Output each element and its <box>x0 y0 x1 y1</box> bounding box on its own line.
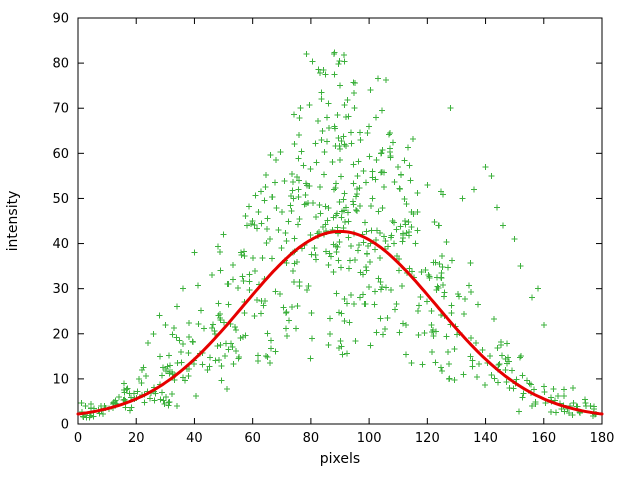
fit-line <box>76 229 604 416</box>
x-tick-label: 60 <box>244 431 261 446</box>
x-tick-label: 100 <box>357 431 382 446</box>
x-tick-label: 0 <box>74 431 82 446</box>
x-tick-label: 20 <box>128 431 145 446</box>
y-tick-label: 70 <box>52 102 69 117</box>
y-tick-label: 30 <box>52 282 69 297</box>
y-tick-label: 50 <box>52 192 69 207</box>
y-tick-label: 80 <box>52 57 69 72</box>
x-tick-label: 120 <box>415 431 440 446</box>
x-axis-label: pixels <box>320 451 360 467</box>
y-tick-label: 0 <box>61 418 69 433</box>
x-tick-label: 140 <box>473 431 498 446</box>
plot-border <box>77 17 603 425</box>
y-tick-label: 90 <box>52 12 69 27</box>
x-tick-label: 160 <box>531 431 556 446</box>
x-tick-label: 180 <box>590 431 615 446</box>
y-tick-label: 20 <box>52 327 69 342</box>
scatter-points <box>78 49 599 421</box>
axes-layer: 0 20 40 60 80 100 120 140 160 180 0 10 20 30 40 50 60 70 8… <box>52 12 614 447</box>
x-tick-label: 40 <box>186 431 203 446</box>
x-tick-label: 80 <box>303 431 320 446</box>
y-tick-label: 60 <box>52 147 69 162</box>
y-axis-label: intensity <box>5 191 21 252</box>
data-layer <box>76 49 604 421</box>
y-tick-label: 40 <box>52 237 69 252</box>
y-tick-label: 10 <box>52 372 69 387</box>
